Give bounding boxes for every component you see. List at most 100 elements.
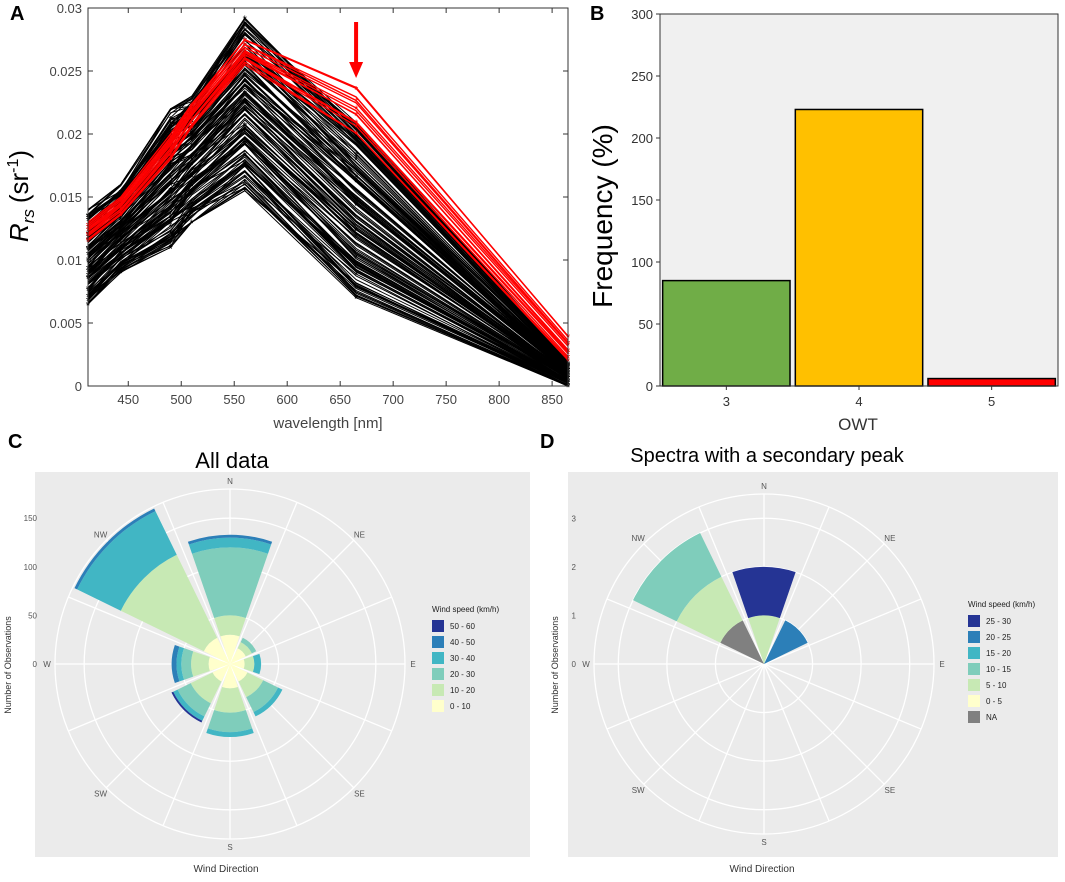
y-tick-label: 0.02 xyxy=(57,127,82,142)
spectrum-line xyxy=(87,93,569,371)
direction-label: E xyxy=(939,660,944,669)
data-marker: * xyxy=(566,382,571,394)
grid-spoke xyxy=(763,663,830,822)
y-axis-label-d: Number of Observations xyxy=(550,616,560,714)
grid-spoke xyxy=(698,506,765,665)
spectrum-line xyxy=(87,181,569,386)
legend-swatch xyxy=(968,711,980,723)
legend-swatch xyxy=(968,615,980,627)
legend-label: 50 - 60 xyxy=(450,622,475,631)
ylabel-sub: rs xyxy=(19,209,38,224)
data-marker: * xyxy=(168,119,173,131)
data-marker: * xyxy=(243,98,248,110)
legend-label: 20 - 30 xyxy=(450,670,475,679)
grid-spoke xyxy=(763,663,922,730)
data-marker: * xyxy=(119,188,124,200)
data-marker: * xyxy=(354,177,359,189)
data-marker: * xyxy=(354,253,359,265)
data-marker: * xyxy=(168,137,173,149)
rose-segment xyxy=(203,637,230,664)
data-marker: * xyxy=(168,155,173,167)
y-tick-label: 0.005 xyxy=(49,316,82,331)
legend-swatch xyxy=(968,663,980,675)
grid-spoke xyxy=(162,502,231,665)
legend-swatch xyxy=(968,679,980,691)
rose-segment xyxy=(253,687,283,717)
owt-bars xyxy=(661,108,1057,387)
legend-swatch xyxy=(432,700,444,712)
spectrum-line xyxy=(87,187,569,387)
data-marker: * xyxy=(190,109,195,121)
y-tick-label: 100 xyxy=(631,255,653,270)
rose-segment xyxy=(190,672,222,704)
rose-segment xyxy=(208,657,230,671)
data-marker: * xyxy=(566,381,571,393)
grid-spoke xyxy=(606,598,765,665)
grid-spoke xyxy=(68,663,231,732)
spectrum-line xyxy=(87,142,569,381)
data-marker: * xyxy=(119,233,124,245)
ylabel-exp: -1 xyxy=(5,158,22,172)
y-axis-label-a: Rrs (sr-1) xyxy=(4,150,38,242)
data-marker: * xyxy=(119,210,124,222)
data-marker: * xyxy=(243,55,248,67)
windrose-all-data: All data N NE E SE S SW W NW 0 50 100 150 Number of… xyxy=(3,448,530,875)
data-marker: * xyxy=(354,261,359,273)
data-marker: * xyxy=(190,117,195,129)
title-c: All data xyxy=(195,448,269,473)
y-tick-label: 0.03 xyxy=(57,1,82,16)
legend-label: 20 - 25 xyxy=(986,633,1011,642)
data-marker: * xyxy=(119,197,124,209)
data-marker: * xyxy=(354,97,359,109)
y-tick-label: 50 xyxy=(639,317,653,332)
grid-spoke xyxy=(162,663,231,826)
data-marker: * xyxy=(354,118,359,130)
data-marker: * xyxy=(168,242,173,254)
rose-segment xyxy=(230,659,245,669)
data-marker: * xyxy=(243,105,248,117)
legend-label: 30 - 40 xyxy=(450,654,475,663)
legend-title: Wind speed (km/h) xyxy=(968,600,1035,609)
data-marker: * xyxy=(119,195,124,207)
data-marker: * xyxy=(168,153,173,165)
bar-owt-4 xyxy=(794,108,924,387)
data-marker: * xyxy=(243,36,248,48)
x-tick-label: 650 xyxy=(329,392,351,407)
x-axis-label-b: OWT xyxy=(838,415,878,434)
spectrum-line xyxy=(87,113,569,376)
rose-segment xyxy=(237,642,252,657)
grid-spoke xyxy=(229,596,392,665)
rose-segment xyxy=(214,686,246,713)
rose-segment xyxy=(188,537,272,554)
x-tick-label: 4 xyxy=(855,394,862,409)
data-marker: * xyxy=(190,121,195,133)
grid-spoke xyxy=(229,663,298,826)
y-tick-label: 250 xyxy=(631,69,653,84)
data-marker: * xyxy=(354,84,359,96)
direction-label: SE xyxy=(354,789,365,798)
data-marker: * xyxy=(243,180,248,192)
x-tick-label: 450 xyxy=(117,392,139,407)
rose-segment xyxy=(748,615,780,664)
ylabel-unit: (sr xyxy=(4,172,34,203)
data-marker: * xyxy=(354,270,359,282)
data-marker: * xyxy=(354,195,359,207)
spectrum-line xyxy=(87,171,569,384)
legend-title: Wind speed (km/h) xyxy=(432,605,499,614)
data-marker: * xyxy=(119,216,124,228)
rose-segment xyxy=(187,534,273,545)
data-marker: * xyxy=(243,173,248,185)
data-marker: * xyxy=(354,104,359,116)
legend-d: Wind speed (km/h) 25 - 30 20 - 25 15 - 20 10… xyxy=(968,600,1035,723)
rose-segment xyxy=(120,554,218,652)
data-marker: * xyxy=(354,225,359,237)
legend-swatch xyxy=(432,636,444,648)
rose-segment xyxy=(181,648,194,680)
data-marker: * xyxy=(168,148,173,160)
data-marker: * xyxy=(168,180,173,192)
data-marker: * xyxy=(243,178,248,190)
data-marker: * xyxy=(190,218,195,230)
data-marker: * xyxy=(168,144,173,156)
ylabel-close: ) xyxy=(4,150,34,159)
